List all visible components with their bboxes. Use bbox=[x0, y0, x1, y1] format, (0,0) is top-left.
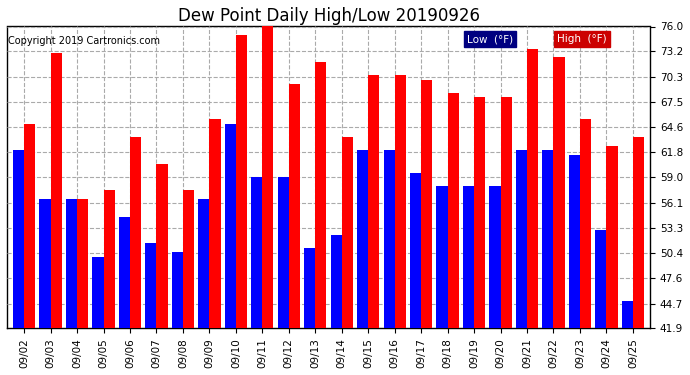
Bar bbox=[463, 186, 474, 328]
Bar bbox=[342, 137, 353, 328]
Bar bbox=[315, 62, 326, 328]
Bar bbox=[489, 186, 500, 328]
Bar bbox=[66, 199, 77, 328]
Bar bbox=[50, 53, 61, 328]
Bar bbox=[77, 199, 88, 328]
Text: Low  (°F): Low (°F) bbox=[467, 34, 513, 44]
Bar bbox=[209, 120, 221, 328]
Bar bbox=[437, 186, 448, 328]
Bar bbox=[277, 177, 289, 328]
Bar bbox=[198, 199, 209, 328]
Bar bbox=[500, 98, 512, 328]
Bar bbox=[595, 230, 607, 328]
Bar bbox=[633, 137, 644, 328]
Bar bbox=[569, 155, 580, 328]
Bar bbox=[262, 27, 273, 328]
Bar bbox=[410, 172, 421, 328]
Bar bbox=[13, 150, 24, 328]
Text: Copyright 2019 Cartronics.com: Copyright 2019 Cartronics.com bbox=[8, 36, 160, 45]
Bar bbox=[395, 75, 406, 328]
Bar bbox=[130, 137, 141, 328]
Bar bbox=[622, 301, 633, 328]
Bar bbox=[368, 75, 380, 328]
Bar bbox=[157, 164, 168, 328]
Title: Dew Point Daily High/Low 20190926: Dew Point Daily High/Low 20190926 bbox=[177, 7, 480, 25]
Bar bbox=[421, 80, 432, 328]
Bar bbox=[225, 124, 236, 328]
Bar bbox=[104, 190, 115, 328]
Bar bbox=[448, 93, 459, 328]
Bar bbox=[236, 35, 247, 328]
Bar bbox=[304, 248, 315, 328]
Bar bbox=[289, 84, 300, 328]
Bar bbox=[474, 98, 485, 328]
Bar bbox=[39, 199, 50, 328]
Bar bbox=[183, 190, 194, 328]
Bar bbox=[172, 252, 183, 328]
Bar bbox=[580, 120, 591, 328]
Bar bbox=[331, 235, 342, 328]
Text: High  (°F): High (°F) bbox=[557, 34, 607, 44]
Bar bbox=[357, 150, 368, 328]
Bar bbox=[119, 217, 130, 328]
Bar bbox=[542, 150, 553, 328]
Bar bbox=[516, 150, 527, 328]
Bar bbox=[384, 150, 395, 328]
Bar bbox=[607, 146, 618, 328]
Bar bbox=[527, 49, 538, 328]
Bar bbox=[146, 243, 157, 328]
Bar bbox=[24, 124, 35, 328]
Bar bbox=[92, 257, 104, 328]
Bar bbox=[553, 57, 564, 328]
Bar bbox=[251, 177, 262, 328]
